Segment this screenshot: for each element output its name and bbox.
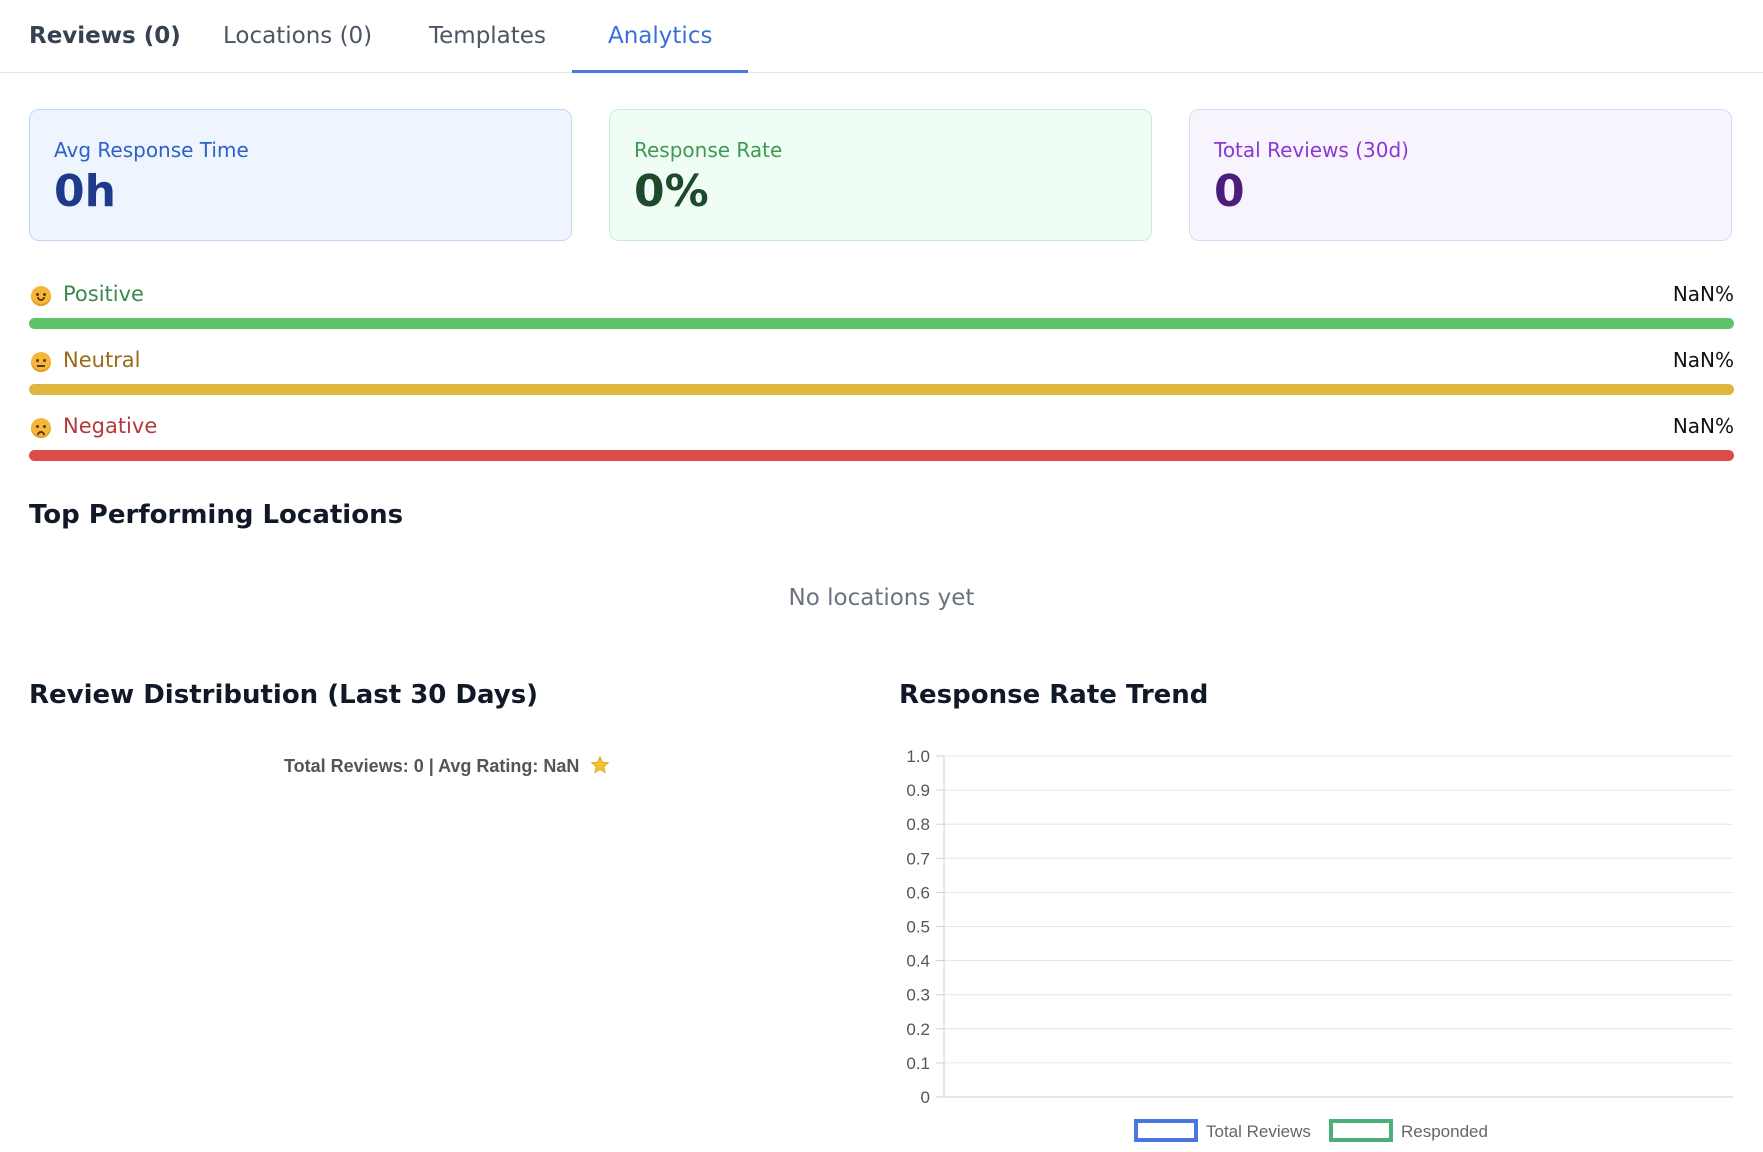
star-icon	[591, 755, 610, 774]
sentiment-bar	[29, 450, 1734, 461]
tab-locations[interactable]: Locations (0)	[223, 23, 373, 49]
tab-templates[interactable]: Templates	[429, 23, 546, 49]
response-rate-trend-chart: 0 0.1 0.2 0.3 0.4 0.5 0.6 0.7 0.8 0.9 1.0 Total Rev…	[906, 747, 1733, 1142]
tab-reviews[interactable]: Reviews (0)	[29, 23, 181, 49]
y-tick-label: 0.1	[906, 1054, 930, 1073]
y-tick-label: 0.5	[906, 918, 930, 937]
sentiment-label: Positive	[63, 282, 144, 306]
sentiment-bar	[29, 318, 1734, 329]
distribution-title: Review Distribution (Last 30 Days)	[29, 680, 539, 710]
total-reviews-label: Total Reviews (30d)	[1214, 138, 1409, 162]
avg-response-time-card: Avg Response Time 0h	[29, 109, 572, 241]
y-tick-label: 0.3	[906, 986, 930, 1005]
sad-face-icon	[31, 418, 51, 438]
legend-swatch	[1134, 1119, 1198, 1142]
sentiment-bar	[29, 384, 1734, 395]
y-tick-label: 0.9	[906, 781, 930, 800]
distribution-summary-text: Total Reviews: 0 | Avg Rating: NaN	[284, 756, 580, 776]
tab-analytics[interactable]: Analytics	[571, 0, 750, 73]
y-tick-label: 0.8	[906, 815, 930, 834]
total-reviews-card: Total Reviews (30d) 0	[1189, 109, 1732, 241]
sentiment-neutral: Neutral NaN%	[29, 348, 1734, 395]
distribution-summary: Total Reviews: 0 | Avg Rating: NaN	[284, 755, 610, 777]
response-rate-card: Response Rate 0%	[609, 109, 1152, 241]
sentiment-label: Negative	[63, 414, 158, 438]
avg-response-time-value: 0h	[54, 166, 116, 217]
sentiment-label: Neutral	[63, 348, 141, 372]
trend-title: Response Rate Trend	[899, 680, 1209, 710]
sentiment-percent: NaN%	[1672, 348, 1734, 372]
y-tick-label: 0.6	[906, 883, 930, 902]
smile-icon	[31, 286, 51, 306]
legend-label[interactable]: Total Reviews	[1206, 1122, 1311, 1141]
total-reviews-value: 0	[1214, 166, 1245, 217]
legend-swatch	[1329, 1119, 1393, 1142]
y-tick-label: 0.4	[906, 952, 930, 971]
avg-response-time-label: Avg Response Time	[54, 138, 249, 162]
sentiment-percent: NaN%	[1672, 282, 1734, 306]
tab-bar: Reviews (0) Locations (0) Templates Anal…	[0, 0, 1763, 73]
neutral-face-icon	[31, 352, 51, 372]
no-locations-text: No locations yet	[788, 585, 975, 611]
sentiment-negative: Negative NaN%	[29, 414, 1734, 461]
sentiment-percent: NaN%	[1672, 414, 1734, 438]
y-tick-label: 0	[921, 1088, 930, 1107]
top-locations-title: Top Performing Locations	[29, 500, 404, 530]
y-tick-label: 1.0	[906, 747, 930, 766]
y-tick-label: 0.2	[906, 1020, 930, 1039]
sentiment-positive: Positive NaN%	[29, 282, 1734, 329]
response-rate-value: 0%	[634, 166, 709, 217]
y-tick-label: 0.7	[906, 849, 930, 868]
response-rate-label: Response Rate	[634, 138, 783, 162]
legend-label[interactable]: Responded	[1401, 1122, 1488, 1141]
